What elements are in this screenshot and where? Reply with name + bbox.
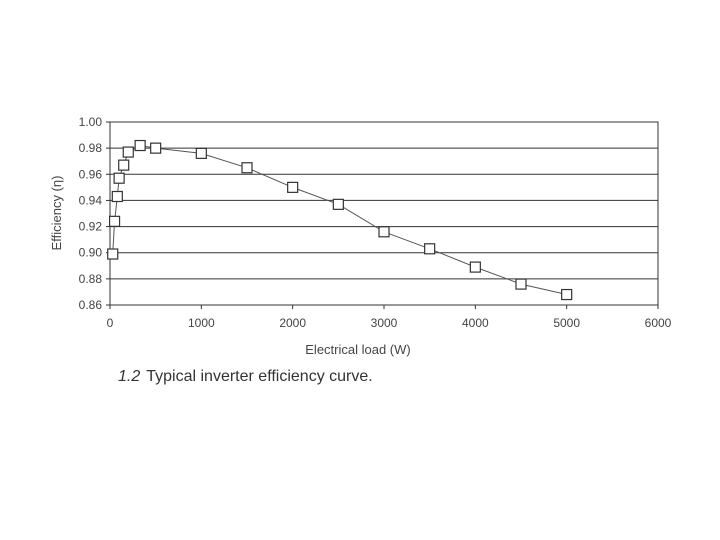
figure-number: 1.2	[118, 368, 141, 385]
x-tick-label: 1000	[188, 316, 215, 330]
x-tick-label: 6000	[645, 316, 672, 330]
y-tick-label: 0.96	[79, 167, 103, 181]
data-point	[150, 142, 162, 154]
x-tick-label: 2000	[279, 316, 306, 330]
x-tick-label: 4000	[462, 316, 489, 330]
data-point	[287, 181, 299, 193]
data-point	[241, 162, 253, 174]
data-point	[561, 288, 573, 301]
data-point	[378, 226, 390, 238]
x-tick-label: 0	[107, 316, 114, 330]
x-axis-title: Electrical load (W)	[305, 342, 410, 357]
plot-area	[109, 121, 659, 306]
figure-caption: 1.2 Typical inverter efficiency curve.	[118, 368, 373, 386]
y-axis-ticks: 0.86 0.88 0.90 0.92 0.94 0.96 0.98 1.00	[79, 115, 110, 312]
data-point	[515, 278, 527, 290]
data-point	[118, 159, 130, 171]
data-point	[107, 248, 119, 260]
y-tick-label: 0.86	[79, 298, 103, 312]
y-tick-label: 0.88	[79, 272, 103, 286]
y-tick-label: 0.98	[79, 141, 103, 155]
data-point	[134, 139, 146, 152]
data-point	[111, 190, 123, 203]
x-tick-label: 3000	[371, 316, 398, 330]
y-tick-label: 0.92	[79, 220, 103, 234]
y-tick-label: 0.94	[79, 193, 103, 207]
y-axis-title: Efficiency (η)	[49, 176, 64, 251]
figure-caption-text: Typical inverter efficiency curve.	[146, 368, 373, 385]
data-point	[108, 215, 121, 227]
y-tick-label: 0.90	[79, 246, 103, 260]
data-point	[195, 147, 207, 159]
data-point	[332, 198, 344, 210]
data-point	[424, 243, 436, 255]
data-point	[469, 261, 481, 273]
x-tick-label: 5000	[553, 316, 580, 330]
y-tick-label: 1.00	[79, 115, 103, 129]
x-axis-ticks: 0 1000 2000 3000 4000 5000 6000	[107, 305, 672, 330]
data-points	[107, 139, 573, 301]
data-point	[113, 172, 125, 184]
data-point	[122, 146, 134, 158]
